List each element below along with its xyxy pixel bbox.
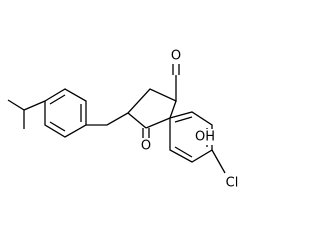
double-bond xyxy=(174,116,193,123)
double-bond xyxy=(49,94,66,105)
atom-label: O xyxy=(171,49,181,64)
molecule-diagram: O O OH Cl xyxy=(0,0,250,250)
label-bg xyxy=(221,175,245,191)
atom-label: O xyxy=(141,139,151,154)
atom-label: OH xyxy=(195,130,215,145)
background xyxy=(0,0,250,250)
double-bond xyxy=(49,121,66,132)
label-bg xyxy=(136,138,156,154)
bond xyxy=(145,117,171,129)
page: O O OH Cl (() => { const data = JSON.par… xyxy=(0,0,250,250)
bond xyxy=(127,112,147,129)
label-bg xyxy=(193,129,217,145)
double-bond xyxy=(174,146,193,158)
bond xyxy=(211,149,226,174)
label-bg xyxy=(164,48,186,64)
chain-bonds xyxy=(86,75,177,126)
bond xyxy=(169,100,177,119)
bond xyxy=(23,100,46,111)
atom-label: Cl xyxy=(226,176,239,191)
